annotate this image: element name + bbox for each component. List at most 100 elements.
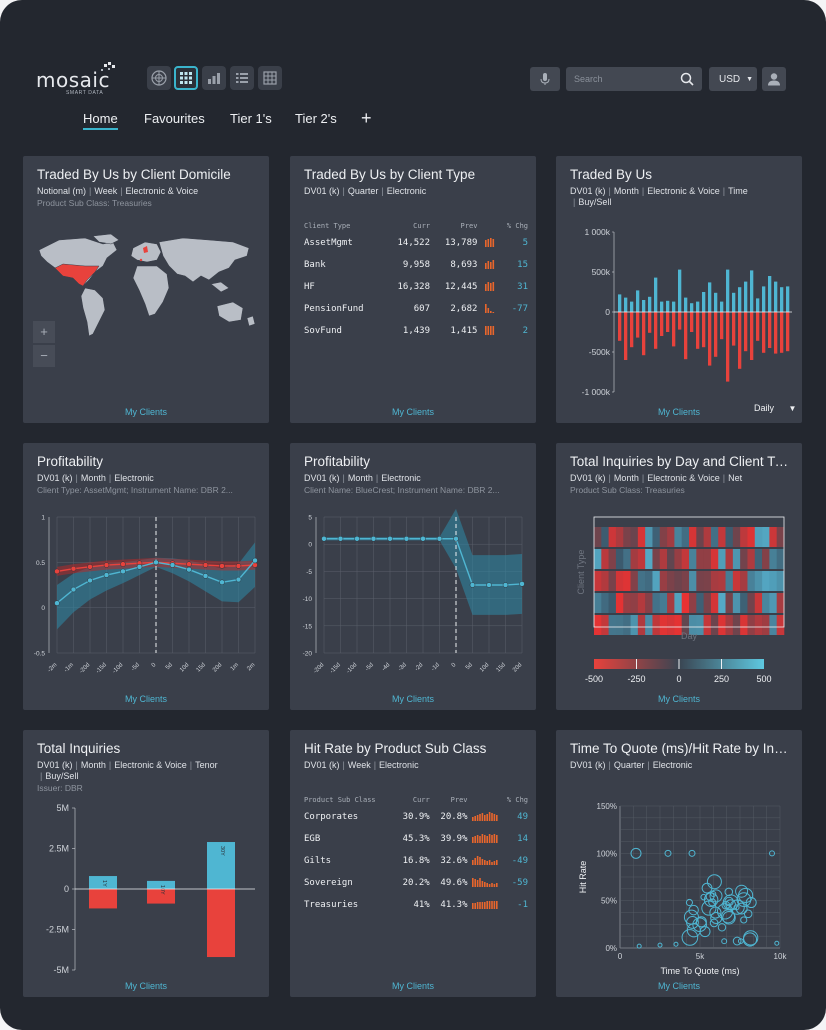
currency-select[interactable]: USD ▼ (709, 67, 757, 91)
heatmap-cell (630, 527, 639, 547)
table-row[interactable]: Sovereign 20.2% 49.6% -59 (302, 872, 530, 894)
card-profitability-1[interactable]: Profitability DV01 (k) | Month | Electronic … (23, 443, 269, 710)
zoom-out-button[interactable]: − (33, 345, 55, 367)
heatmap-cell (594, 615, 602, 635)
tab-tier-1[interactable]: Tier 1's (230, 111, 272, 126)
card-footer-my-clients[interactable]: My Clients (124, 981, 167, 991)
filter-channel: Electronic (379, 760, 419, 770)
user-profile-button[interactable] (762, 67, 786, 91)
table-row[interactable]: AssetMgmt 14,522 13,789 5 (302, 232, 530, 254)
spark-bar (473, 878, 476, 887)
table-row[interactable]: HF 16,328 12,445 31 (302, 276, 530, 298)
scatter-point (743, 909, 753, 919)
filter-measure: DV01 (k) (570, 760, 606, 770)
inquiries-heatmap-chart[interactable]: Client Type Day -500 -250 0 250 500 (556, 505, 802, 690)
table-row[interactable]: SovFund 1,439 1,415 2 (302, 320, 530, 342)
tab-home[interactable]: Home (83, 111, 118, 130)
table-row[interactable]: Treasuries 41% 41.3% -1 (302, 894, 530, 916)
filter-measure: DV01 (k) (304, 186, 340, 196)
spark-bar (490, 900, 493, 909)
x-tick-label: 1m (230, 662, 240, 672)
heatmap-cell (601, 615, 609, 635)
world-map[interactable] (33, 232, 263, 342)
search-icon[interactable] (680, 72, 694, 86)
heatmap-cell (623, 593, 631, 613)
list-view-button[interactable] (230, 66, 254, 90)
mosaic-logo[interactable]: mosaic SMART DATA (36, 62, 136, 96)
tile-grid-view-button[interactable] (174, 66, 198, 90)
heatmap-cell (754, 571, 763, 591)
x-tick-label: 0 (618, 952, 623, 961)
spark-bar (485, 860, 488, 865)
card-traded-by-client-domicile[interactable]: Traded By Us by Client Domicile Notional… (23, 156, 269, 423)
x-tick-label: 0 (451, 662, 458, 669)
card-time-to-quote[interactable]: Time To Quote (ms)/Hit Rate by Instr... … (556, 730, 802, 997)
card-footer-my-clients[interactable]: My Clients (657, 407, 700, 417)
card-traded-by-us[interactable]: Traded By Us DV01 (k) | Month | Electronic &… (556, 156, 802, 423)
chart-view-button[interactable] (202, 66, 226, 90)
card-profitability-2[interactable]: Profitability DV01 (k) | Month | Electronic … (290, 443, 536, 710)
tab-tier-2[interactable]: Tier 2's (295, 111, 337, 126)
scatter-point (709, 906, 722, 919)
card-footer-my-clients[interactable]: My Clients (124, 407, 167, 417)
bar-positive (207, 842, 235, 889)
card-footer-my-clients[interactable]: My Clients (391, 407, 434, 417)
data-point (436, 536, 443, 542)
card-footer-my-clients[interactable]: My Clients (124, 694, 167, 704)
x-tick-label: 20d (212, 662, 223, 673)
profitability-1-chart[interactable]: 1 0.5 0 -0.5-2m -1m -20d -15d -10d -5d 0 5d 10d 15d 2… (23, 505, 269, 690)
card-total-inquiries-by-day[interactable]: Total Inquiries by Day and Client Type D… (556, 443, 802, 710)
zoom-in-button[interactable]: + (33, 321, 55, 343)
card-traded-by-client-type[interactable]: Traded By Us by Client Type DV01 (k) | Qua… (290, 156, 536, 423)
spark-bar (488, 859, 490, 865)
card-footer-my-clients[interactable]: My Clients (391, 981, 434, 991)
heatmap-cell (754, 549, 763, 569)
heatmap-cell (637, 527, 646, 547)
spark-bar (490, 861, 493, 865)
cell-curr: 607 (413, 304, 430, 314)
legend-label: 0 (676, 674, 681, 684)
sparkline-icon (470, 850, 500, 872)
time-to-quote-chart[interactable]: 150% 100% 50% 0%0 5k 10k Time To Quote (ms) Hit… (556, 792, 802, 982)
tab-favourites[interactable]: Favourites (144, 111, 205, 126)
table-row[interactable]: Bank 9,958 8,693 15 (302, 254, 530, 276)
card-total-inquiries[interactable]: Total Inquiries DV01 (k) | Month | Electroni… (23, 730, 269, 997)
spark-bar (490, 812, 493, 821)
search-input[interactable] (574, 71, 674, 87)
heatmap-cell (754, 527, 763, 547)
total-inquiries-chart[interactable]: 5M 2.5M 0 -2.5M -5M 1Y 10Y 30Y (23, 796, 269, 976)
cell-chg: 2 (522, 326, 528, 336)
heatmap-cell (725, 571, 734, 591)
spark-bar (488, 900, 490, 909)
x-tick-label: -1m (63, 662, 75, 674)
bar-category-label: 1Y (101, 880, 107, 887)
table-view-button[interactable] (258, 66, 282, 90)
table-row[interactable]: Corporates 30.9% 20.8% 49 (302, 806, 530, 828)
table-row[interactable]: Gilts 16.8% 32.6% -49 (302, 850, 530, 872)
bar-sell (654, 312, 658, 349)
table-row[interactable]: EGB 45.3% 39.9% 14 (302, 828, 530, 850)
add-tab-button[interactable]: + (361, 108, 372, 128)
traded-by-us-chart[interactable]: 1 000k 500k 0 -500k -1 000k (556, 220, 802, 400)
table-header-row: Product Sub Class Curr Prev % Chg (302, 794, 530, 806)
card-footer-my-clients[interactable]: My Clients (657, 694, 700, 704)
card-hit-rate[interactable]: Hit Rate by Product Sub Class DV01 (k) | W… (290, 730, 536, 997)
logo-text: mosaic (36, 68, 110, 92)
heatmap-cell (645, 549, 653, 569)
filter-measure: DV01 (k) (304, 760, 340, 770)
table-row[interactable]: PensionFund 607 2,682 -77 (302, 298, 530, 320)
search-box[interactable] (566, 67, 702, 91)
heatmap-cell (594, 549, 602, 569)
radar-view-button[interactable] (147, 66, 171, 90)
spark-bar (493, 833, 495, 843)
y-tick-label: 0% (605, 944, 617, 953)
data-point (120, 568, 126, 575)
data-point (87, 577, 93, 584)
profitability-2-chart[interactable]: 5 0 -5 -10 -15 -20-20d -15d -10d -5d -4d -3d -2d -1d… (290, 505, 536, 690)
microphone-button[interactable] (530, 67, 560, 91)
card-footer-my-clients[interactable]: My Clients (657, 981, 700, 991)
card-footer-my-clients[interactable]: My Clients (391, 694, 434, 704)
y-tick-label: -5M (54, 965, 70, 975)
filter-period: Month (80, 760, 106, 770)
period-select[interactable]: Daily ▼ (754, 403, 796, 413)
